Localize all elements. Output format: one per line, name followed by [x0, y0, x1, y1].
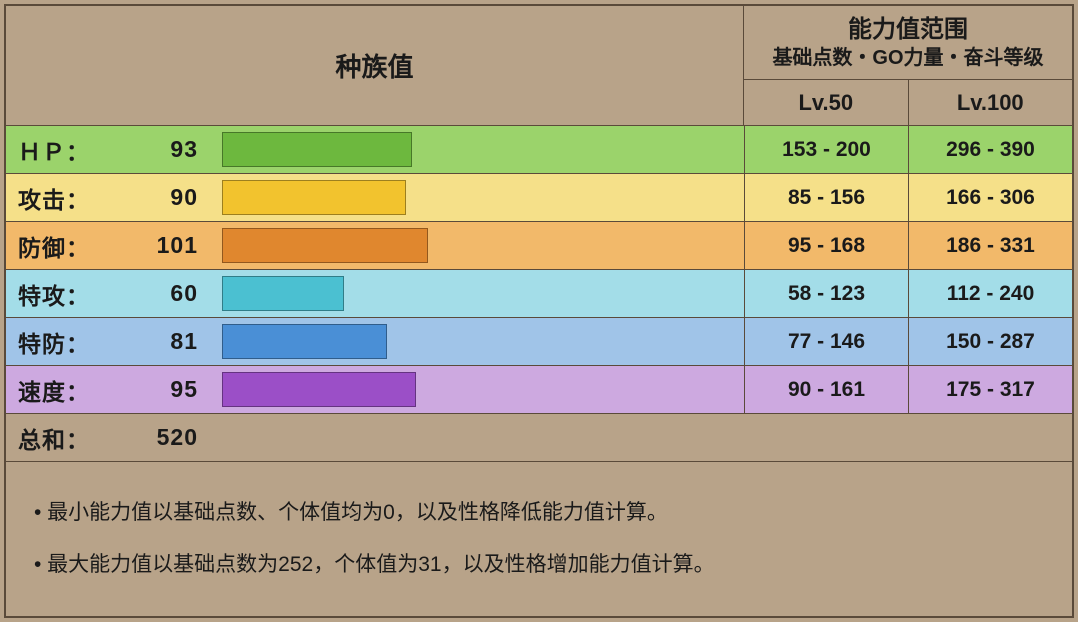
stat-row: 防御：101 95 - 168186 - 331 — [6, 222, 1072, 270]
bar-zone — [216, 222, 744, 269]
total-bar-zone — [216, 414, 744, 461]
stat-bar — [222, 372, 416, 407]
stat-value: 93 — [108, 136, 216, 163]
stat-label: 防御：101 — [6, 222, 216, 269]
lv50-header: Lv.50 — [744, 80, 909, 125]
total-label: 总和： 520 — [6, 414, 216, 461]
stat-label: 攻击：90 — [6, 174, 216, 221]
total-row: 总和： 520 — [6, 414, 1072, 462]
lv50-range: 95 - 168 — [744, 222, 908, 269]
stat-label: 特攻：60 — [6, 270, 216, 317]
bar-zone — [216, 270, 744, 317]
stat-label: 特防：81 — [6, 318, 216, 365]
lv50-range: 77 - 146 — [744, 318, 908, 365]
stat-rows: ＨＰ：93 153 - 200296 - 390 攻击：90 85 - 156166 … — [6, 126, 1072, 414]
total-lv100 — [908, 414, 1072, 461]
level-header-row: Lv.50 Lv.100 — [744, 80, 1072, 126]
range-header: 能力值范围 基础点数・GO力量・奋斗等级 — [744, 6, 1072, 80]
stat-bar — [222, 276, 344, 311]
lv50-range: 85 - 156 — [744, 174, 908, 221]
bar-zone — [216, 174, 744, 221]
total-name: 总和： — [18, 421, 108, 455]
stat-row: ＨＰ：93 153 - 200296 - 390 — [6, 126, 1072, 174]
note-min: • 最小能力值以基础点数、个体值均为0，以及性格降低能力值计算。 — [34, 496, 1044, 530]
stat-bar — [222, 132, 412, 167]
lv100-range: 175 - 317 — [908, 366, 1072, 413]
stat-row: 攻击：90 85 - 156166 - 306 — [6, 174, 1072, 222]
lv50-range: 58 - 123 — [744, 270, 908, 317]
notes-section: • 最小能力值以基础点数、个体值均为0，以及性格降低能力值计算。 • 最大能力值… — [6, 462, 1072, 616]
stat-bar — [222, 180, 406, 215]
range-header-group: 能力值范围 基础点数・GO力量・奋斗等级 Lv.50 Lv.100 — [744, 6, 1072, 126]
lv50-range: 153 - 200 — [744, 126, 908, 173]
lv100-header: Lv.100 — [909, 80, 1073, 125]
stat-value: 81 — [108, 328, 216, 355]
stat-bar — [222, 228, 428, 263]
stat-name: 特攻： — [18, 277, 108, 311]
stat-label: ＨＰ：93 — [6, 126, 216, 173]
lv100-range: 166 - 306 — [908, 174, 1072, 221]
stat-value: 95 — [108, 376, 216, 403]
range-subtitle: 基础点数・GO力量・奋斗等级 — [772, 45, 1043, 71]
bar-zone — [216, 318, 744, 365]
stat-value: 60 — [108, 280, 216, 307]
bar-zone — [216, 366, 744, 413]
stat-name: 防御： — [18, 229, 108, 263]
stat-row: 特攻：60 58 - 123112 - 240 — [6, 270, 1072, 318]
bar-zone — [216, 126, 744, 173]
stat-label: 速度：95 — [6, 366, 216, 413]
lv50-range: 90 - 161 — [744, 366, 908, 413]
stats-table: 种族值 能力值范围 基础点数・GO力量・奋斗等级 Lv.50 Lv.100 ＨＰ… — [4, 4, 1074, 618]
note-max: • 最大能力值以基础点数为252，个体值为31，以及性格增加能力值计算。 — [34, 548, 1044, 582]
stat-bar — [222, 324, 387, 359]
table-header: 种族值 能力值范围 基础点数・GO力量・奋斗等级 Lv.50 Lv.100 — [6, 6, 1072, 126]
stat-row: 特防：81 77 - 146150 - 287 — [6, 318, 1072, 366]
lv100-range: 150 - 287 — [908, 318, 1072, 365]
stat-value: 90 — [108, 184, 216, 211]
lv100-range: 296 - 390 — [908, 126, 1072, 173]
total-lv50 — [744, 414, 908, 461]
total-value: 520 — [108, 424, 216, 451]
stat-name: 攻击： — [18, 181, 108, 215]
lv100-range: 186 - 331 — [908, 222, 1072, 269]
base-stats-header: 种族值 — [6, 6, 744, 126]
stat-name: 速度： — [18, 373, 108, 407]
range-title: 能力值范围 — [848, 14, 968, 45]
stat-name: ＨＰ： — [18, 133, 108, 167]
stat-name: 特防： — [18, 325, 108, 359]
lv100-range: 112 - 240 — [908, 270, 1072, 317]
stat-value: 101 — [108, 232, 216, 259]
stat-row: 速度：95 90 - 161175 - 317 — [6, 366, 1072, 414]
